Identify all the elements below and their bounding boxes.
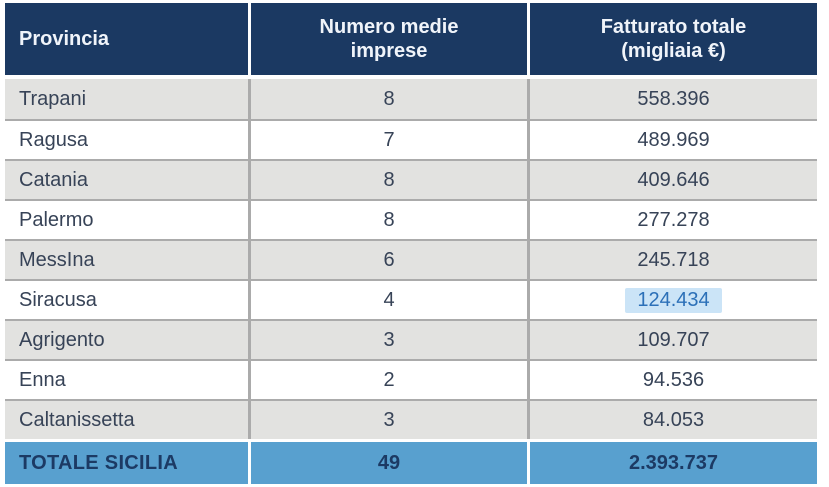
table-row: Trapani 8 558.396 — [5, 79, 817, 119]
fatturato-cell: 124.434 — [530, 281, 817, 319]
fatturato-value: 84.053 — [642, 408, 705, 431]
table-row: MessIna 6 245.718 — [5, 239, 817, 279]
numero-cell: 8 — [251, 161, 527, 199]
total-label-cell: TOTALE SICILIA — [5, 442, 248, 484]
provincia-cell: Palermo — [5, 201, 248, 239]
table-row: Palermo 8 277.278 — [5, 199, 817, 239]
table-row: Siracusa 4 124.434 — [5, 279, 817, 319]
table-row: Agrigento 3 109.707 — [5, 319, 817, 359]
fatturato-value: 489.969 — [637, 128, 710, 151]
column-header-numero-medie-imprese: Numero medie imprese — [251, 3, 527, 75]
fatturato-cell: 245.718 — [530, 241, 817, 279]
table-row: Caltanissetta 3 84.053 — [5, 399, 817, 439]
fatturato-cell: 489.969 — [530, 121, 817, 159]
fatturato-cell: 94.536 — [530, 361, 817, 399]
fatturato-cell: 558.396 — [530, 79, 817, 119]
numero-cell: 2 — [251, 361, 527, 399]
fatturato-cell: 109.707 — [530, 321, 817, 359]
fatturato-value: 409.646 — [637, 168, 710, 191]
fatturato-value: 277.278 — [637, 208, 710, 231]
fatturato-value: 109.707 — [637, 328, 710, 351]
fatturato-cell: 409.646 — [530, 161, 817, 199]
fatturato-value: 124.434 — [625, 287, 722, 313]
total-fatturato-cell: 2.393.737 — [530, 442, 817, 484]
provincia-cell: Enna — [5, 361, 248, 399]
table-row: Ragusa 7 489.969 — [5, 119, 817, 159]
table-header-row: Provincia Numero medie imprese Fatturato… — [5, 3, 817, 75]
fatturato-cell: 277.278 — [530, 201, 817, 239]
numero-cell: 3 — [251, 321, 527, 359]
fatturato-value: 245.718 — [637, 248, 710, 271]
provincia-cell: Caltanissetta — [5, 401, 248, 439]
numero-cell: 8 — [251, 201, 527, 239]
sicilia-provinces-table: Provincia Numero medie imprese Fatturato… — [5, 3, 817, 484]
numero-cell: 6 — [251, 241, 527, 279]
provincia-cell: Siracusa — [5, 281, 248, 319]
total-numero-cell: 49 — [251, 442, 527, 484]
numero-cell: 3 — [251, 401, 527, 439]
provincia-cell: Ragusa — [5, 121, 248, 159]
table-row: Catania 8 409.646 — [5, 159, 817, 199]
fatturato-value: 558.396 — [637, 87, 710, 110]
numero-cell: 7 — [251, 121, 527, 159]
provincia-cell: Catania — [5, 161, 248, 199]
column-header-fatturato-totale: Fatturato totale (migliaia €) — [530, 3, 817, 75]
provincia-cell: MessIna — [5, 241, 248, 279]
fatturato-value: 94.536 — [642, 368, 705, 391]
total-row: TOTALE SICILIA 49 2.393.737 — [5, 442, 817, 484]
fatturato-cell: 84.053 — [530, 401, 817, 439]
numero-cell: 4 — [251, 281, 527, 319]
column-header-provincia: Provincia — [5, 3, 248, 75]
provincia-cell: Agrigento — [5, 321, 248, 359]
table-body: Trapani 8 558.396 Ragusa 7 489.969 Catan… — [5, 79, 817, 439]
table-row: Enna 2 94.536 — [5, 359, 817, 399]
numero-cell: 8 — [251, 79, 527, 119]
provincia-cell: Trapani — [5, 79, 248, 119]
